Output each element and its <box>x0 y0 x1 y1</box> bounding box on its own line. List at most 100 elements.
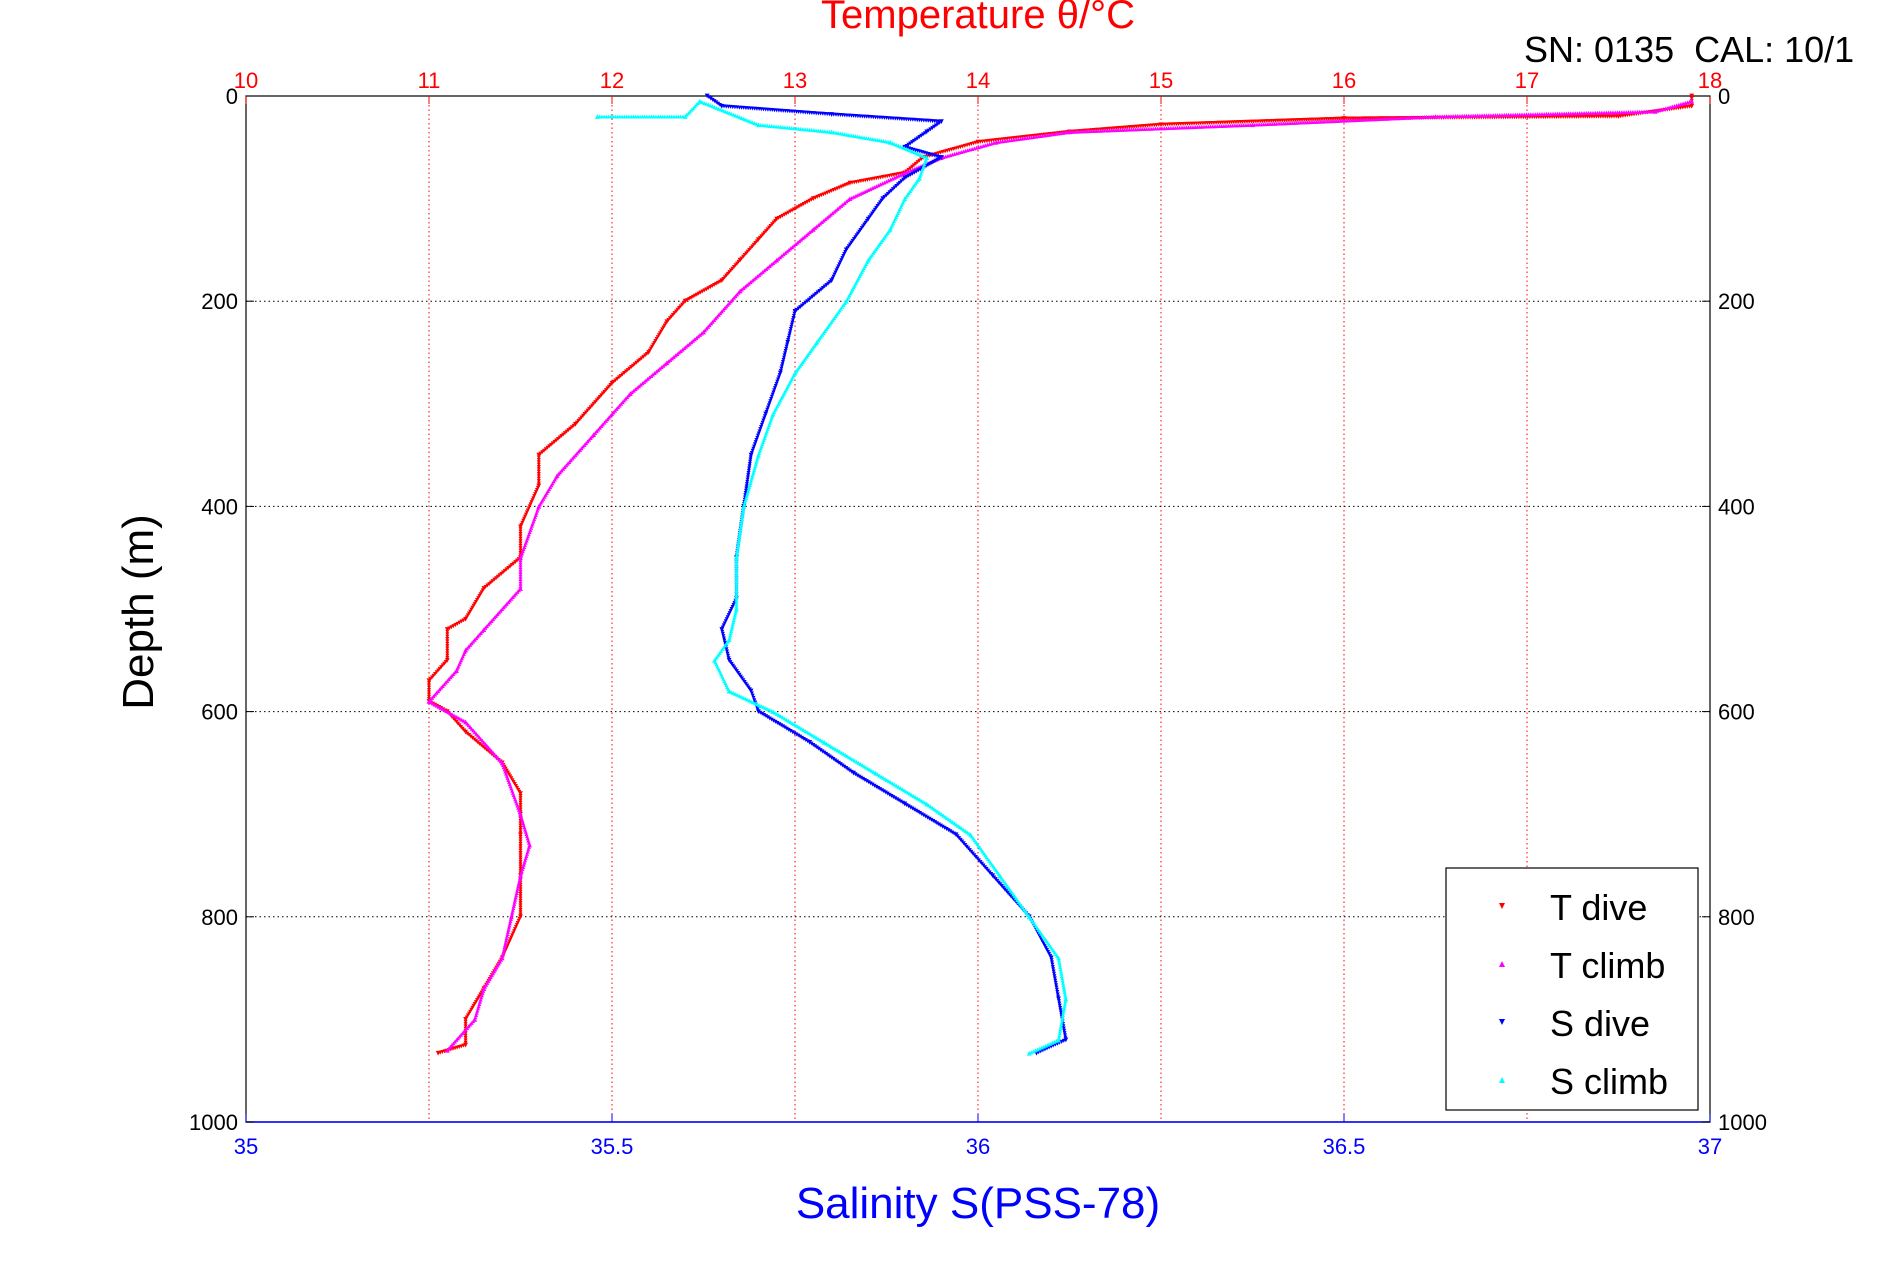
data-marker <box>568 426 573 431</box>
data-marker <box>518 860 523 865</box>
data-marker <box>899 799 904 804</box>
data-marker <box>518 803 523 808</box>
data-marker <box>892 175 897 180</box>
data-marker <box>768 399 773 404</box>
data-marker <box>536 479 541 484</box>
data-marker <box>513 925 518 930</box>
data-marker <box>838 260 843 265</box>
data-marker <box>518 864 523 869</box>
data-point <box>518 832 523 838</box>
data-marker <box>507 921 512 926</box>
data-point <box>518 791 523 797</box>
data-marker <box>445 648 450 653</box>
data-marker <box>734 573 739 578</box>
data-marker <box>803 738 808 743</box>
data-marker <box>814 745 819 750</box>
data-marker <box>906 173 911 178</box>
data-marker <box>870 782 875 787</box>
data-marker <box>745 475 750 480</box>
data-marker <box>727 110 732 115</box>
data-marker <box>518 534 523 539</box>
data-marker <box>1057 1001 1062 1006</box>
data-marker <box>766 403 771 408</box>
data-marker <box>822 284 827 289</box>
data-marker <box>787 331 792 336</box>
data-marker <box>734 560 739 565</box>
data-marker <box>748 457 753 462</box>
data-marker <box>749 691 754 696</box>
data-marker <box>769 396 774 401</box>
data-marker <box>885 791 890 796</box>
data-marker <box>772 386 777 391</box>
data-marker <box>740 511 745 516</box>
data-marker <box>562 431 567 436</box>
data-marker <box>952 151 957 156</box>
data-marker <box>933 123 938 128</box>
data-marker <box>524 510 529 515</box>
data-marker <box>790 318 795 323</box>
data-marker <box>729 607 734 611</box>
data-marker <box>864 779 869 784</box>
data-marker <box>518 529 523 534</box>
data-point <box>463 1017 468 1022</box>
data-marker <box>708 96 713 101</box>
data-marker <box>805 199 810 204</box>
data-marker <box>641 354 646 359</box>
data-marker <box>734 595 739 600</box>
data-marker <box>876 785 881 790</box>
right-tick-label-400: 400 <box>1718 494 1755 519</box>
data-marker <box>1039 1045 1044 1050</box>
data-marker <box>512 901 517 906</box>
series-layer <box>426 93 1695 1056</box>
data-marker <box>463 1038 468 1043</box>
data-marker <box>801 202 806 206</box>
data-point <box>829 278 834 284</box>
data-marker <box>866 780 871 785</box>
data-marker <box>906 167 911 172</box>
data-point <box>444 1047 450 1053</box>
data-marker <box>745 118 750 123</box>
data-marker <box>1057 1031 1062 1036</box>
data-marker <box>722 638 727 643</box>
data-marker <box>923 814 928 819</box>
data-marker <box>512 899 517 904</box>
data-marker <box>857 774 862 779</box>
data-marker <box>761 418 766 423</box>
data-marker <box>644 351 649 356</box>
data-marker <box>732 615 737 620</box>
data-marker <box>515 920 520 925</box>
data-marker <box>989 141 994 146</box>
data-marker <box>918 167 923 172</box>
data-marker <box>734 582 739 587</box>
data-marker <box>531 496 536 501</box>
data-marker <box>910 140 915 145</box>
data-marker <box>1059 971 1064 976</box>
data-marker <box>731 617 736 622</box>
data-marker <box>724 617 729 622</box>
data-marker <box>796 306 801 311</box>
data-marker <box>843 249 848 254</box>
data-marker <box>427 692 431 697</box>
data-marker <box>518 907 523 912</box>
data-marker <box>805 299 810 304</box>
data-marker <box>723 619 728 624</box>
data-marker <box>518 898 523 903</box>
data-marker <box>536 467 541 472</box>
data-marker <box>536 469 541 474</box>
data-marker <box>1061 1010 1066 1015</box>
data-marker <box>518 850 523 855</box>
data-marker <box>463 1022 468 1027</box>
data-marker <box>518 579 523 584</box>
data-marker <box>427 683 431 688</box>
data-marker <box>744 486 749 491</box>
data-marker <box>445 651 450 656</box>
data-marker <box>501 949 506 954</box>
left-tick-label-400: 400 <box>201 494 238 519</box>
data-point <box>704 93 710 99</box>
data-marker <box>613 378 618 383</box>
data-marker <box>518 837 523 842</box>
data-marker <box>728 633 733 638</box>
data-marker <box>826 281 831 286</box>
data-marker <box>468 734 473 739</box>
data-marker <box>445 639 450 644</box>
